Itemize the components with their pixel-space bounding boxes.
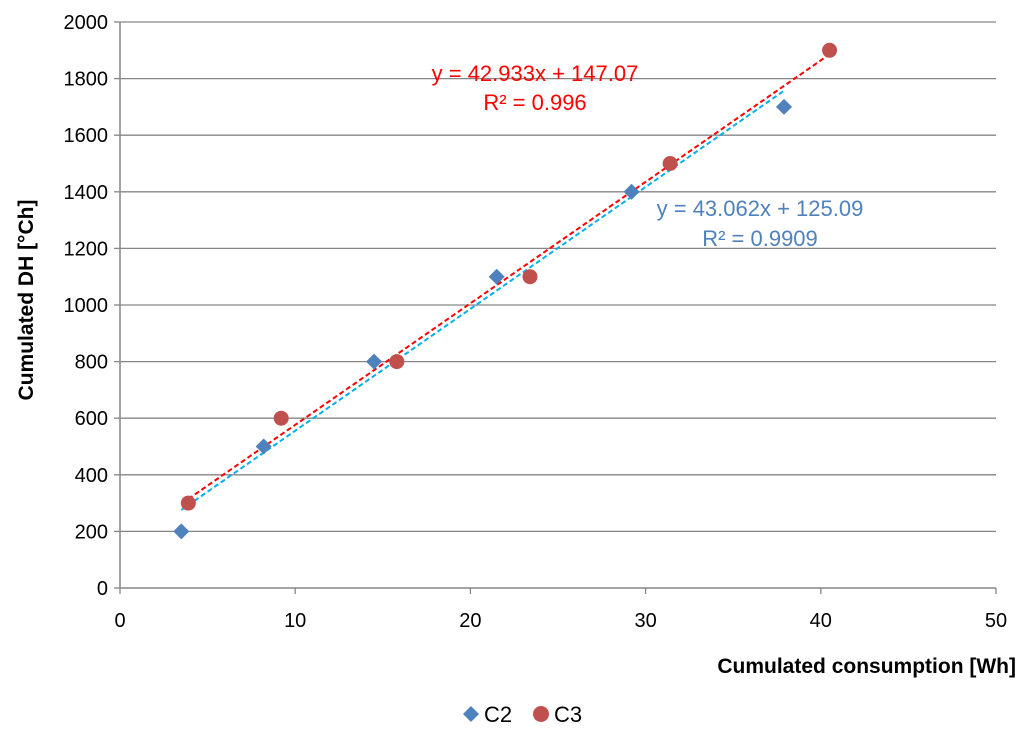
y-tick-label: 400 bbox=[75, 465, 108, 487]
y-tick-label: 1400 bbox=[64, 182, 109, 204]
point-c3 bbox=[389, 354, 405, 370]
legend-c2-label: C2 bbox=[484, 702, 512, 727]
c2-trendline-equation: y = 43.062x + 125.09 bbox=[657, 196, 864, 221]
point-c2 bbox=[173, 523, 190, 540]
point-c3 bbox=[180, 495, 196, 511]
x-tick-label: 30 bbox=[634, 610, 656, 632]
point-c2 bbox=[776, 98, 793, 115]
trendline-c2 bbox=[180, 89, 785, 511]
y-tick-label: 1600 bbox=[64, 125, 109, 147]
y-tick-label: 200 bbox=[75, 521, 108, 543]
y-tick-label: 800 bbox=[75, 352, 108, 374]
x-tick-label: 40 bbox=[810, 610, 832, 632]
y-tick-label: 1000 bbox=[64, 295, 109, 317]
point-c3 bbox=[822, 42, 838, 58]
legend: C2 C3 bbox=[463, 702, 582, 727]
legend-c2-marker bbox=[463, 706, 479, 722]
trendlines bbox=[180, 53, 831, 511]
tick-labels: 0 200 400 600 800 1000 1200 1400 1600 1800 2000 0 10… bbox=[64, 12, 1008, 632]
x-tick-label: 50 bbox=[985, 610, 1007, 632]
legend-c3-label: C3 bbox=[554, 702, 582, 727]
y-tick-label: 0 bbox=[97, 578, 108, 600]
point-c3 bbox=[273, 410, 289, 426]
y-tick-label: 1200 bbox=[64, 238, 109, 260]
y-axis-title: Cumulated DH [°Ch] bbox=[15, 200, 38, 401]
x-tick-label: 20 bbox=[459, 610, 481, 632]
y-tick-label: 1800 bbox=[64, 69, 109, 91]
c3-trendline-equation: y = 42.933x + 147.07 bbox=[432, 61, 639, 86]
point-c3 bbox=[662, 156, 678, 171]
x-tick-label: 0 bbox=[114, 610, 125, 632]
point-c2 bbox=[255, 438, 272, 455]
c2-trendline-r2: R² = 0.9909 bbox=[702, 226, 818, 251]
x-tick-label: 10 bbox=[284, 610, 306, 632]
trendline-c3 bbox=[187, 53, 831, 500]
x-axis-title: Cumulated consumption [Wh] bbox=[717, 655, 1016, 678]
legend-c3-marker bbox=[533, 706, 549, 722]
point-c2 bbox=[366, 353, 383, 370]
point-c3 bbox=[522, 269, 538, 285]
y-tick-label: 2000 bbox=[64, 12, 109, 34]
point-c2 bbox=[488, 268, 505, 285]
y-tick-label: 600 bbox=[75, 408, 108, 430]
point-c2 bbox=[623, 183, 640, 200]
data-points bbox=[173, 42, 838, 540]
c3-trendline-r2: R² = 0.996 bbox=[483, 90, 586, 115]
